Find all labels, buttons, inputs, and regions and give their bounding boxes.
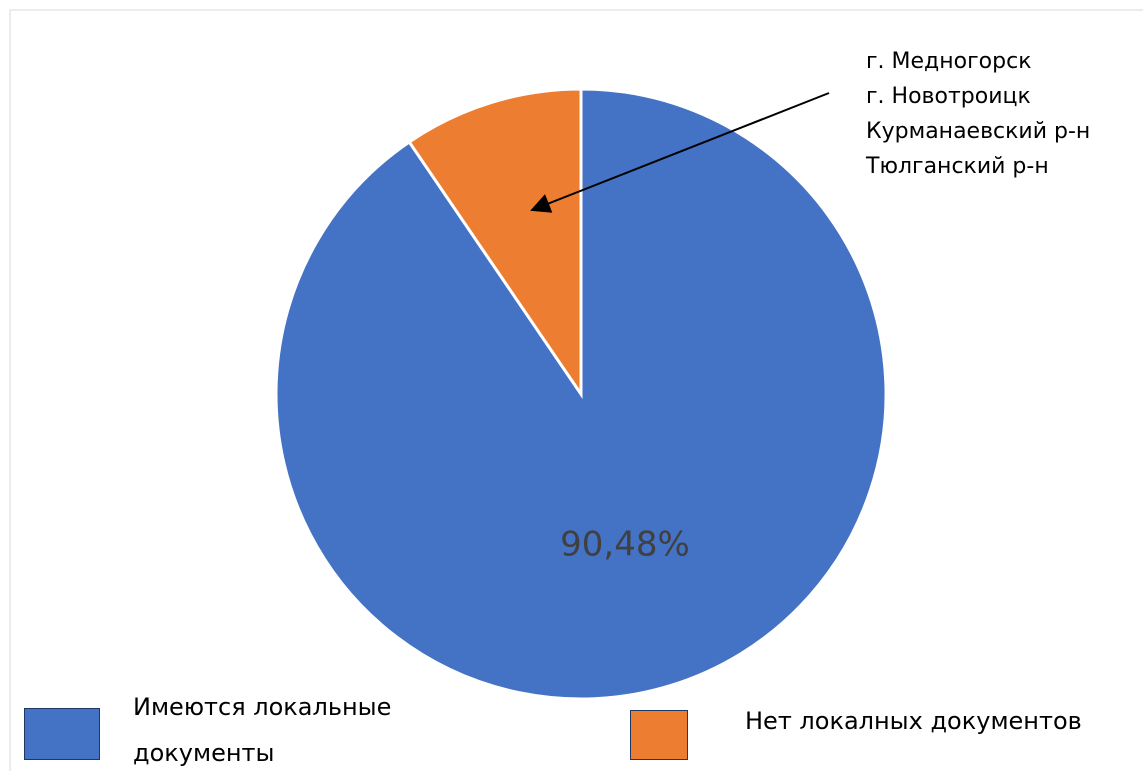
legend-label: Нет локалных документов bbox=[745, 707, 1082, 735]
annotation-text: Курманаевский р-н bbox=[866, 119, 1090, 144]
annotation-text: г. Медногорск bbox=[866, 49, 1031, 74]
pie-slice bbox=[407, 87, 583, 399]
annotation-text: г. Новотроицк bbox=[866, 84, 1031, 109]
annotation-text: Тюлганский р-н bbox=[865, 154, 1049, 179]
chart-frame bbox=[9, 9, 1143, 771]
annotation: г. Медногорск г. Новотроицк Курманаевский … bbox=[865, 49, 1090, 179]
pie: 90,48% bbox=[274, 87, 888, 701]
legend-swatch bbox=[24, 708, 100, 760]
annotation-arrow bbox=[530, 92, 830, 213]
legend-swatch bbox=[630, 710, 688, 760]
legend-label: Имеются локальные документы bbox=[133, 693, 392, 767]
data-label: 90,48% bbox=[560, 525, 690, 565]
